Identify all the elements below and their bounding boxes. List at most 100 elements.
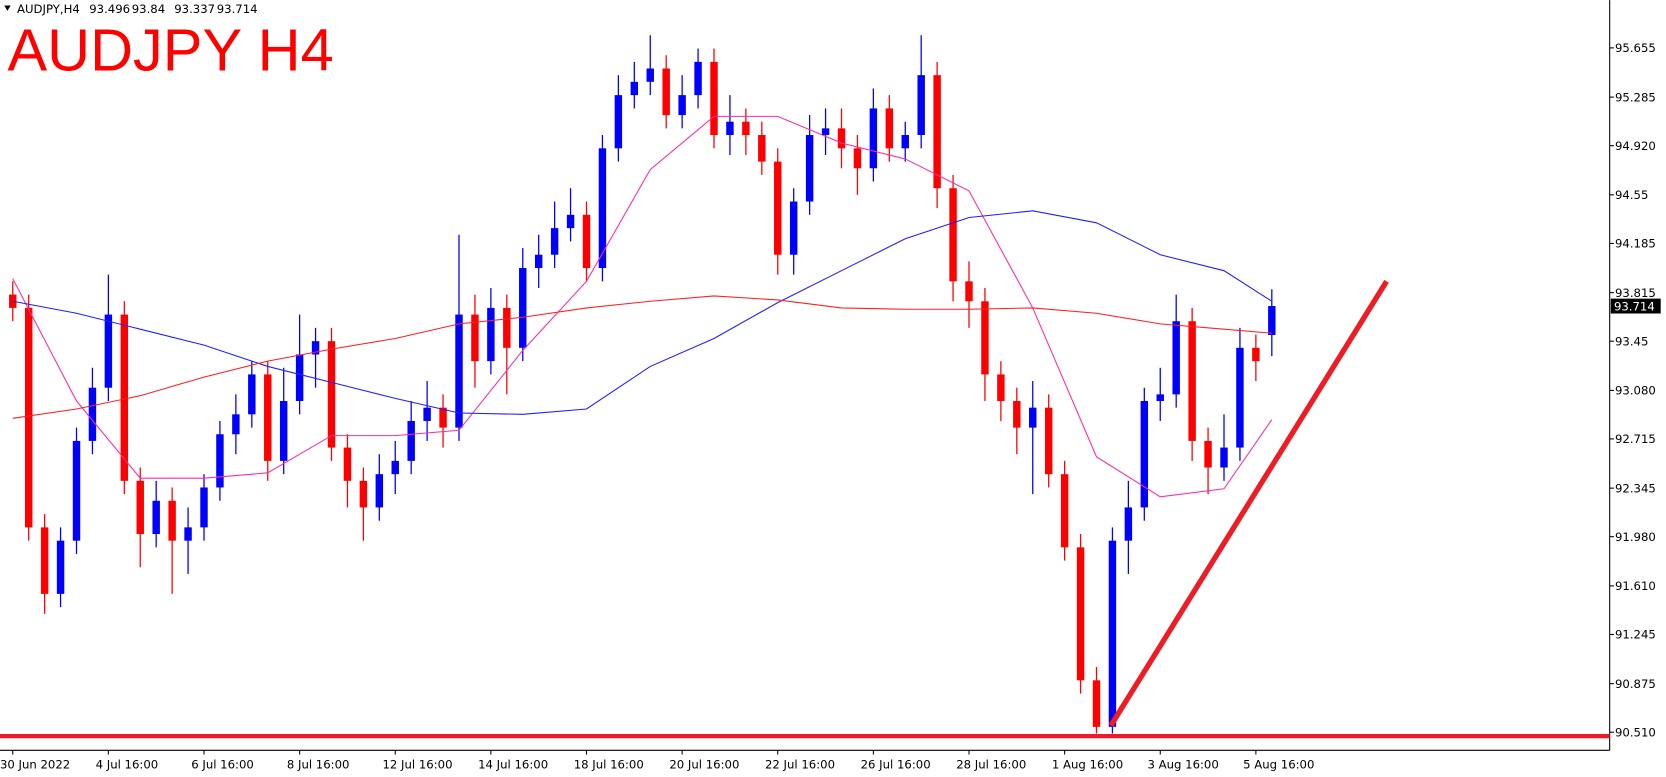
- candle-body: [774, 161, 782, 255]
- candle-body: [710, 61, 718, 136]
- y-tick-label: 93.080: [1615, 384, 1656, 398]
- moving-average: [12, 210, 1273, 415]
- candle-body: [885, 108, 894, 149]
- x-tick-label: 26 Jul 16:00: [861, 757, 931, 771]
- candle-body: [1029, 407, 1037, 428]
- price-label: 93.714: [1614, 299, 1655, 313]
- candle-body: [965, 281, 973, 302]
- candle-body: [391, 460, 399, 475]
- x-tick-label: 3 Aug 16:00: [1148, 757, 1219, 771]
- candle-body: [184, 527, 192, 541]
- candle-body: [279, 401, 288, 461]
- y-tick-label: 95.285: [1615, 90, 1656, 104]
- x-tick-label: 14 Jul 16:00: [478, 757, 548, 771]
- candle-body: [805, 135, 814, 202]
- candle-body: [295, 354, 304, 402]
- candle-body: [582, 214, 591, 269]
- candle-body: [534, 254, 543, 269]
- candle-body: [837, 128, 846, 149]
- candle-body: [104, 314, 113, 388]
- candle-body: [566, 214, 575, 229]
- y-tick-label: 94.55: [1615, 188, 1648, 202]
- candle-body: [471, 314, 479, 362]
- candle-body: [1252, 347, 1260, 362]
- x-tick-label: 8 Jul 16:00: [287, 757, 350, 771]
- candle-body: [1188, 321, 1196, 441]
- candle-body: [1060, 474, 1069, 548]
- y-tick-label: 90.510: [1615, 725, 1656, 739]
- candle-body: [343, 447, 352, 481]
- candle-body: [375, 474, 384, 508]
- y-tick-label: 95.655: [1615, 41, 1656, 55]
- candle-body: [168, 500, 176, 541]
- candle-body: [519, 268, 527, 348]
- candle-body: [40, 527, 49, 594]
- candle-body: [726, 121, 734, 136]
- candle-body: [72, 440, 81, 541]
- x-tick-label: 22 Jul 16:00: [765, 757, 835, 771]
- y-tick-label: 92.345: [1615, 481, 1656, 495]
- candle-body: [1044, 407, 1053, 475]
- candle-body: [152, 500, 160, 535]
- candle-body: [24, 307, 33, 528]
- candle-body: [646, 68, 654, 82]
- candle-body: [550, 228, 559, 255]
- y-tick-label: 91.245: [1615, 628, 1656, 642]
- candle-body: [933, 75, 941, 189]
- candle-body: [88, 387, 97, 441]
- candle-body: [264, 374, 272, 461]
- candle-body: [662, 68, 670, 116]
- candle-body: [1124, 507, 1133, 541]
- candle-body: [503, 307, 511, 348]
- candle-body: [1268, 306, 1276, 336]
- candle-body: [678, 95, 686, 116]
- candle-body: [1140, 401, 1149, 508]
- y-tick-label: 94.920: [1615, 139, 1656, 153]
- candle-body: [439, 407, 447, 428]
- candle-body: [1013, 401, 1021, 428]
- y-tick-label: 91.980: [1615, 530, 1656, 544]
- candle-body: [407, 420, 415, 461]
- candle-body: [949, 188, 957, 282]
- candle-body: [1108, 540, 1117, 727]
- x-tick-label: 28 Jul 16:00: [956, 757, 1026, 771]
- header-low: 93.337: [174, 2, 215, 16]
- header-open: 93.496: [89, 2, 130, 16]
- x-tick-label: 20 Jul 16:00: [669, 757, 739, 771]
- candle-body: [56, 540, 65, 594]
- header-close: 93.714: [217, 2, 258, 16]
- price-label-box: [1610, 298, 1661, 314]
- candle-body: [216, 434, 224, 488]
- x-tick-label: 12 Jul 16:00: [383, 757, 453, 771]
- candle-body: [1236, 347, 1244, 448]
- candle-body: [853, 148, 862, 169]
- candle-body: [630, 81, 639, 96]
- candle-body: [917, 75, 925, 136]
- candle-body: [232, 414, 240, 435]
- moving-average: [12, 295, 1272, 419]
- header-symbol: AUDJPY,H4: [17, 2, 80, 16]
- x-tick-label: 30 Jun 2022: [0, 757, 70, 771]
- y-tick-label: 90.875: [1615, 677, 1656, 691]
- y-tick-label: 93.815: [1615, 286, 1656, 300]
- header-arrow: [4, 5, 11, 11]
- candle-body: [1172, 321, 1180, 395]
- candle-body: [136, 480, 144, 535]
- candle-body: [869, 108, 878, 169]
- candle-body: [901, 135, 909, 149]
- y-tick-label: 92.715: [1615, 432, 1656, 446]
- moving-average: [12, 115, 1273, 498]
- candle-body: [1092, 680, 1101, 727]
- trendline: [1108, 279, 1389, 727]
- candle-body: [1076, 547, 1085, 681]
- candle-body: [455, 314, 463, 428]
- candle-body: [327, 341, 336, 448]
- candle-body: [311, 341, 320, 355]
- candle-body: [423, 407, 431, 421]
- candle-body: [359, 480, 368, 508]
- candle-body: [1204, 440, 1212, 468]
- x-tick-label: 18 Jul 16:00: [574, 757, 644, 771]
- candle-body: [742, 121, 750, 136]
